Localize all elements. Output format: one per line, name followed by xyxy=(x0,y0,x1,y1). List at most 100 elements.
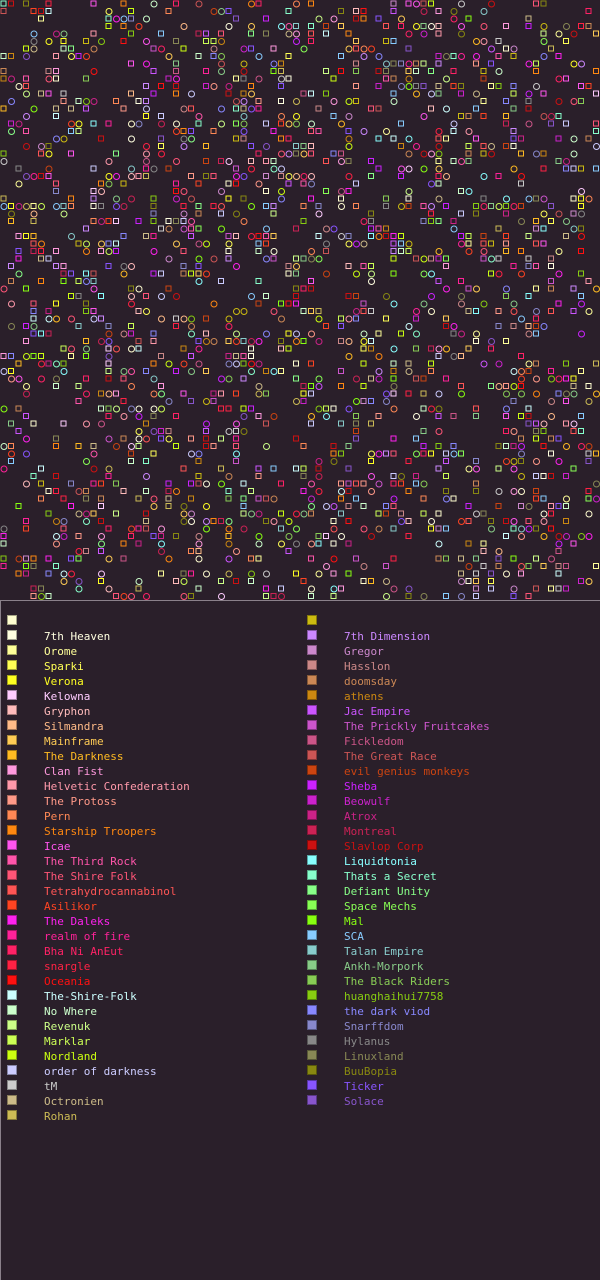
star-system[interactable] xyxy=(563,233,569,239)
star-system[interactable] xyxy=(210,173,217,179)
legend-item[interactable] xyxy=(300,614,595,629)
star-system[interactable] xyxy=(293,398,300,405)
legend-item[interactable]: Mal xyxy=(300,914,595,929)
star-system[interactable] xyxy=(480,540,487,547)
star-system[interactable] xyxy=(443,450,449,457)
star-system[interactable] xyxy=(285,345,292,352)
star-system[interactable] xyxy=(398,233,404,239)
star-system[interactable] xyxy=(315,570,323,578)
star-system[interactable] xyxy=(368,578,374,584)
legend-item[interactable]: Octronien xyxy=(0,1094,295,1109)
star-system[interactable] xyxy=(75,293,82,299)
star-system[interactable] xyxy=(195,278,203,285)
star-system[interactable] xyxy=(420,203,427,209)
star-system[interactable] xyxy=(390,8,397,14)
star-system[interactable] xyxy=(30,218,37,224)
star-system[interactable] xyxy=(510,593,517,599)
star-system[interactable] xyxy=(563,518,569,524)
star-system[interactable] xyxy=(308,510,314,517)
star-system[interactable] xyxy=(353,98,359,104)
star-system[interactable] xyxy=(420,113,428,120)
star-system[interactable] xyxy=(503,443,509,449)
star-system[interactable] xyxy=(308,540,315,548)
star-system[interactable] xyxy=(270,60,278,68)
star-system[interactable] xyxy=(338,68,344,74)
star-system[interactable] xyxy=(135,495,142,502)
star-system[interactable] xyxy=(360,360,367,367)
star-system[interactable] xyxy=(23,323,29,329)
star-system[interactable] xyxy=(15,428,22,434)
star-system[interactable] xyxy=(195,203,202,209)
star-system[interactable] xyxy=(593,128,599,134)
star-system[interactable] xyxy=(195,270,202,277)
star-system[interactable] xyxy=(323,90,329,97)
star-system[interactable] xyxy=(375,53,383,60)
star-system[interactable] xyxy=(563,503,569,509)
star-system[interactable] xyxy=(510,105,517,112)
star-system[interactable] xyxy=(173,218,179,224)
star-system[interactable] xyxy=(338,495,344,502)
star-system[interactable] xyxy=(353,293,359,299)
star-system[interactable] xyxy=(180,23,188,30)
legend-item[interactable]: The Daleks xyxy=(0,914,295,929)
star-system[interactable] xyxy=(488,83,494,89)
star-system[interactable] xyxy=(218,390,224,397)
star-system[interactable] xyxy=(225,353,232,359)
star-system[interactable] xyxy=(135,405,143,413)
star-system[interactable] xyxy=(210,255,218,263)
star-system[interactable] xyxy=(578,210,585,218)
star-system[interactable] xyxy=(150,195,157,202)
star-system[interactable] xyxy=(338,195,344,202)
star-system[interactable] xyxy=(68,45,74,52)
star-system[interactable] xyxy=(473,210,479,217)
star-system[interactable] xyxy=(390,383,398,390)
star-system[interactable] xyxy=(300,150,308,158)
star-system[interactable] xyxy=(368,375,374,382)
star-system[interactable] xyxy=(180,345,187,352)
star-system[interactable] xyxy=(315,473,323,480)
star-system[interactable] xyxy=(578,293,584,299)
star-system[interactable] xyxy=(555,548,562,554)
star-system[interactable] xyxy=(540,210,548,218)
star-system[interactable] xyxy=(233,308,240,315)
star-system[interactable] xyxy=(540,533,548,540)
star-system[interactable] xyxy=(8,300,15,308)
legend-item[interactable]: evil genius monkeys xyxy=(300,764,595,779)
star-system[interactable] xyxy=(218,278,224,284)
star-system[interactable] xyxy=(480,300,488,308)
star-system[interactable] xyxy=(375,165,382,172)
star-system[interactable] xyxy=(150,45,157,52)
star-system[interactable] xyxy=(75,128,82,134)
star-system[interactable] xyxy=(15,165,22,172)
star-system[interactable] xyxy=(540,443,547,449)
star-system[interactable] xyxy=(255,300,262,307)
star-system[interactable] xyxy=(98,203,104,209)
star-system[interactable] xyxy=(60,270,67,277)
star-system[interactable] xyxy=(473,405,479,412)
star-system[interactable] xyxy=(345,113,353,120)
star-system[interactable] xyxy=(23,113,30,120)
star-system[interactable] xyxy=(345,488,352,494)
star-system[interactable] xyxy=(368,225,374,232)
star-system[interactable] xyxy=(345,98,353,105)
star-system[interactable] xyxy=(473,338,479,344)
star-system[interactable] xyxy=(218,480,225,488)
star-system[interactable] xyxy=(510,135,517,142)
star-system[interactable] xyxy=(353,83,359,89)
star-system[interactable] xyxy=(338,188,345,195)
star-system[interactable] xyxy=(458,450,464,457)
star-system[interactable] xyxy=(345,518,352,524)
star-system[interactable] xyxy=(15,360,22,367)
star-system[interactable] xyxy=(308,413,315,420)
star-system[interactable] xyxy=(188,548,194,554)
star-system[interactable] xyxy=(548,510,554,517)
star-system[interactable] xyxy=(293,255,299,262)
star-system[interactable] xyxy=(98,293,104,299)
star-system[interactable] xyxy=(458,188,464,194)
star-system[interactable] xyxy=(255,180,263,188)
star-system[interactable] xyxy=(30,38,38,45)
star-system[interactable] xyxy=(503,143,509,149)
star-system[interactable] xyxy=(218,68,225,75)
legend-item[interactable]: Gregor xyxy=(300,644,595,659)
star-system[interactable] xyxy=(540,323,548,330)
